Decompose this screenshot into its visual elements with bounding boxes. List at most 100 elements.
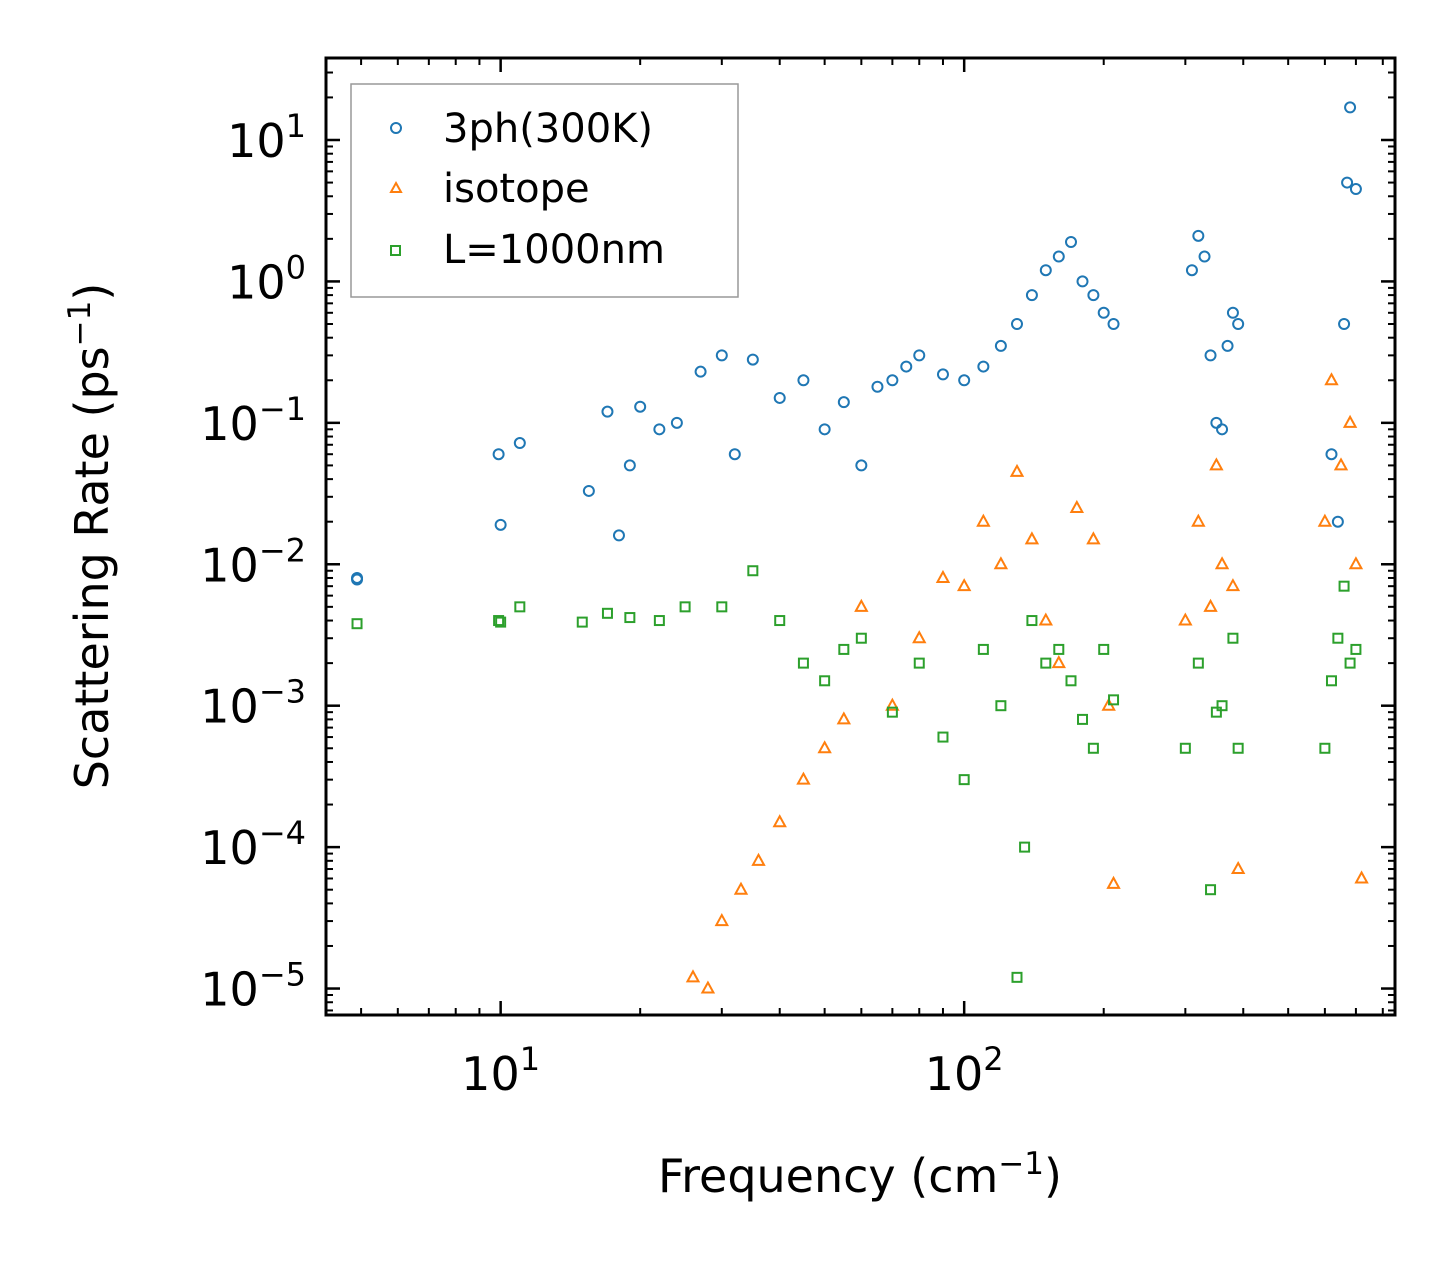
data-point xyxy=(1319,742,1331,754)
y-axis-title: Scattering Rate (ps−1) xyxy=(62,283,119,790)
plot-frame xyxy=(324,56,1397,1017)
data-point xyxy=(936,368,949,381)
data-point xyxy=(492,448,505,461)
data-point xyxy=(871,380,884,393)
data-point xyxy=(1317,513,1333,527)
data-point xyxy=(1107,317,1120,330)
data-point xyxy=(1331,515,1344,528)
data-point xyxy=(1325,675,1337,687)
data-point xyxy=(653,423,666,436)
data-point xyxy=(1225,578,1241,592)
axis-ticks: 101 100 10−1 10−2 10−3 10−4 10−5 101 102 xyxy=(200,58,1395,1101)
data-point xyxy=(670,416,683,429)
x-tick-label: 102 xyxy=(925,1040,1004,1101)
data-point xyxy=(634,400,647,413)
data-point xyxy=(1354,870,1369,884)
y-tick-label: 101 xyxy=(227,107,306,168)
data-point xyxy=(1009,463,1025,477)
data-point xyxy=(746,353,759,366)
legend-marker-boundary xyxy=(390,245,401,256)
data-point xyxy=(1325,448,1338,461)
data-point xyxy=(1185,264,1198,277)
data-point xyxy=(1178,612,1193,626)
data-point xyxy=(513,437,526,450)
data-point xyxy=(995,700,1007,712)
data-point xyxy=(1108,694,1120,706)
data-point xyxy=(838,643,850,655)
data-point xyxy=(1026,615,1038,627)
data-point xyxy=(1205,884,1217,896)
data-point xyxy=(747,565,759,577)
data-point xyxy=(886,706,898,718)
data-point xyxy=(1191,513,1206,527)
data-point xyxy=(855,459,868,472)
data-point xyxy=(837,396,850,409)
data-point xyxy=(1098,643,1110,655)
data-point xyxy=(796,771,811,785)
data-point xyxy=(601,405,614,418)
data-point xyxy=(653,615,665,627)
data-point xyxy=(624,612,636,624)
x-axis-title: Frequency (cm−1) xyxy=(658,1146,1062,1203)
data-point xyxy=(1179,742,1191,754)
data-point xyxy=(956,578,972,592)
legend-marker-3ph xyxy=(390,122,402,134)
series-isotope xyxy=(685,372,1369,994)
data-point xyxy=(1069,499,1085,513)
data-point xyxy=(733,881,749,895)
data-point xyxy=(886,374,899,387)
y-tick-label: 10−2 xyxy=(200,531,306,592)
data-point xyxy=(1230,860,1246,875)
data-point xyxy=(1052,250,1065,263)
data-point xyxy=(1039,264,1052,277)
y-tick-label: 100 xyxy=(227,248,306,309)
data-point xyxy=(1341,176,1354,189)
y-tick-label: 10−1 xyxy=(200,390,306,451)
data-point xyxy=(1338,580,1350,592)
data-point xyxy=(1216,700,1228,712)
data-point xyxy=(1053,643,1065,655)
data-point xyxy=(1198,250,1211,263)
data-point xyxy=(900,360,913,373)
data-point xyxy=(1214,556,1230,570)
data-point xyxy=(935,569,951,583)
data-point xyxy=(773,391,786,404)
data-point xyxy=(1204,349,1217,362)
data-point xyxy=(1024,531,1040,545)
data-point xyxy=(1076,275,1089,288)
data-point xyxy=(351,618,363,630)
data-point xyxy=(1209,457,1224,471)
legend-label-boundary: L=1000nm xyxy=(443,227,665,273)
series-3ph(300K) xyxy=(351,101,1362,586)
data-point xyxy=(854,598,869,612)
data-point xyxy=(1086,531,1101,545)
data-point xyxy=(1025,289,1038,302)
data-point xyxy=(1038,612,1053,626)
data-point xyxy=(1210,706,1222,718)
data-point xyxy=(694,365,707,378)
legend: 3ph(300K) isotope L=1000nm xyxy=(350,83,739,298)
data-point xyxy=(1192,229,1205,242)
data-point xyxy=(1011,971,1023,983)
x-tick-label: 101 xyxy=(461,1040,540,1101)
data-point xyxy=(1344,101,1357,114)
data-point xyxy=(1348,556,1364,570)
data-point xyxy=(623,459,636,472)
data-point xyxy=(1010,317,1023,330)
data-point xyxy=(1221,339,1234,352)
data-point xyxy=(1192,657,1204,669)
data-point xyxy=(855,632,867,644)
data-point xyxy=(1216,423,1229,436)
series-L=1000nm xyxy=(351,565,1362,983)
data-point xyxy=(1087,289,1100,302)
data-point xyxy=(1106,875,1121,889)
legend-box xyxy=(350,83,739,298)
data-point xyxy=(1019,841,1031,853)
data-point xyxy=(797,657,809,669)
legend-marker-isotope xyxy=(389,180,403,193)
y-tick-label: 10−5 xyxy=(200,956,306,1017)
data-point xyxy=(774,615,786,627)
data-point xyxy=(1350,643,1362,655)
data-point xyxy=(994,339,1007,352)
data-point xyxy=(1338,317,1351,330)
